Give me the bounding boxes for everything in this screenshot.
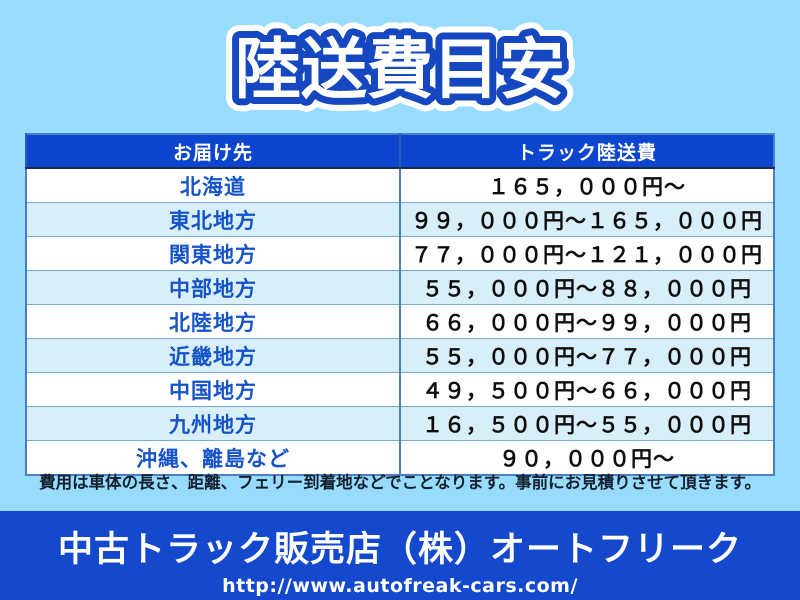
- fee-cell: ５５，０００円～８８，０００円: [399, 270, 775, 305]
- fee-table: お届け先 トラック陸送費 北海道 １６５，０００円～ 東北地方 ９９，０００円～…: [25, 133, 775, 476]
- note-text: 費用は車体の長さ、距離、フェリー到着地などでことなります。事前にお見積りさせて頂…: [39, 473, 761, 492]
- title-fill: 陸送費目安: [235, 31, 565, 108]
- table-row: 九州地方 １６，５００円～５５，０００円: [25, 406, 775, 441]
- title-outer-stroke: 陸送費目安: [235, 31, 565, 108]
- destination-cell: 沖縄、離島など: [25, 440, 401, 476]
- title-blue-stroke: 陸送費目安: [235, 31, 565, 108]
- destination-cell: 九州地方: [25, 406, 401, 441]
- table-row: 沖縄、離島など ９０，０００円～: [25, 440, 775, 476]
- table-row: 中部地方 ５５，０００円～８８，０００円: [25, 270, 775, 305]
- table-row: 関東地方 ７７，０００円～１２１，０００円: [25, 236, 775, 271]
- destination-cell: 中部地方: [25, 270, 401, 305]
- fee-cell: ６６，０００円～９９，０００円: [399, 304, 775, 339]
- fee-table-body: 北海道 １６５，０００円～ 東北地方 ９９，０００円～１６５，０００円 関東地方…: [25, 167, 775, 476]
- website-url: http://www.autofreak-cars.com/: [222, 575, 578, 597]
- table-row: 中国地方 ４９，５００円～６６，０００円: [25, 372, 775, 407]
- destination-cell: 北陸地方: [25, 304, 401, 339]
- fee-cell: １６，５００円～５５，０００円: [399, 406, 775, 441]
- fee-cell: ５５，０００円～７７，０００円: [399, 338, 775, 373]
- table-row: 北陸地方 ６６，０００円～９９，０００円: [25, 304, 775, 339]
- destination-cell: 関東地方: [25, 236, 401, 271]
- footer-banner: 中古トラック販売店（株）オートフリーク http://www.autofreak…: [0, 511, 800, 600]
- fee-table-header: お届け先 トラック陸送費: [25, 134, 774, 169]
- col-header-fee: トラック陸送費: [399, 134, 774, 169]
- fee-cell: ４９，５００円～６６，０００円: [399, 372, 775, 407]
- destination-cell: 近畿地方: [25, 338, 401, 373]
- destination-cell: 北海道: [25, 167, 401, 203]
- table-row: 東北地方 ９９，０００円～１６５，０００円: [25, 202, 775, 237]
- company-name: 中古トラック販売店（株）オートフリーク: [57, 530, 742, 570]
- fee-cell: ７７，０００円～１２１，０００円: [399, 236, 775, 271]
- fee-cell: ９０，０００円～: [399, 440, 775, 476]
- fee-cell: ９９，０００円～１６５，０００円: [399, 202, 775, 237]
- page-title: 陸送費目安 陸送費目安 陸送費目安: [0, 14, 800, 122]
- table-row: 近畿地方 ５５，０００円～７７，０００円: [25, 338, 775, 373]
- title-outlined-text: 陸送費目安 陸送費目安 陸送費目安: [222, 18, 578, 121]
- table-row: 北海道 １６５，０００円～: [25, 167, 775, 203]
- fee-cell: １６５，０００円～: [399, 167, 775, 203]
- destination-cell: 東北地方: [25, 202, 401, 237]
- col-header-destination: お届け先: [25, 134, 400, 169]
- destination-cell: 中国地方: [25, 372, 401, 407]
